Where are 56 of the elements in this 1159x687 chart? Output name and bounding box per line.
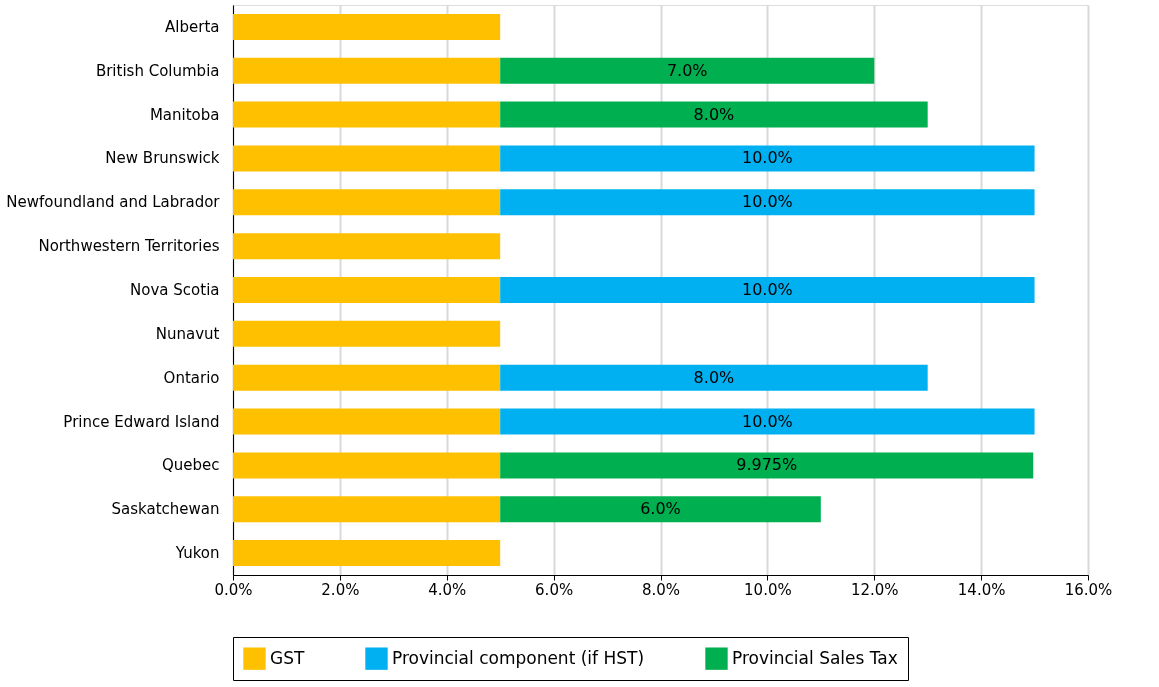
- x-tick-label: 6.0%: [535, 580, 574, 599]
- x-tick-label: 2.0%: [321, 580, 360, 599]
- data-label: 6.0%: [640, 499, 681, 519]
- x-tick-label: 0.0%: [214, 580, 253, 599]
- bar: [233, 101, 501, 128]
- bar: [233, 277, 501, 303]
- data-label: 10.0%: [741, 280, 793, 299]
- bar: [233, 233, 501, 260]
- bar: [500, 145, 1035, 172]
- bar: [500, 277, 1035, 303]
- y-tick-label: Nova Scotia: [130, 281, 220, 299]
- y-tick-label: Northwestern Territories: [38, 237, 220, 256]
- y-tick-label: Alberta: [165, 17, 220, 36]
- bar: [233, 320, 501, 347]
- legend-label: GST: [270, 647, 305, 668]
- bar: [500, 101, 928, 128]
- data-label: 8.0%: [693, 104, 735, 124]
- y-tick-label: British Columbia: [95, 61, 220, 80]
- bar: [500, 57, 875, 84]
- x-tick-label: 8.0%: [641, 580, 681, 599]
- y-tick-label: Ontario: [163, 368, 220, 387]
- y-tick-label: New Brunswick: [105, 149, 220, 168]
- bar: [500, 364, 928, 391]
- y-tick-label: Saskatchewan: [111, 500, 220, 519]
- x-tick-label: 10.0%: [744, 580, 792, 599]
- legend-label: Provincial component (if HST): [392, 647, 645, 668]
- y-tick-label: Quebec: [161, 456, 220, 475]
- bar: [500, 408, 1035, 435]
- bar: [233, 540, 501, 567]
- bar: [500, 496, 821, 523]
- data-label: 9.975%: [736, 455, 798, 475]
- bar: [233, 364, 501, 391]
- legend-label: Provincial Sales Tax: [732, 647, 898, 668]
- y-tick-label: Nunavut: [155, 324, 220, 343]
- x-tick-label: 16.0%: [1064, 580, 1113, 599]
- y-tick-label: Manitoba: [149, 105, 220, 124]
- bar: [233, 408, 501, 435]
- bar: [233, 496, 501, 523]
- x-tick-label: 4.0%: [428, 580, 467, 599]
- bar: [500, 452, 1034, 479]
- y-tick-label: Newfoundland and Labrador: [6, 193, 221, 212]
- bar: [233, 145, 501, 172]
- bar: [233, 452, 501, 479]
- bar: [233, 57, 501, 84]
- data-label: 7.0%: [666, 60, 708, 80]
- data-label: 10.0%: [741, 148, 793, 168]
- bar: [233, 189, 501, 216]
- bar: [500, 189, 1035, 216]
- x-tick-label: 14.0%: [957, 580, 1006, 599]
- y-tick-label: Yukon: [174, 544, 220, 563]
- data-label: 8.0%: [693, 367, 735, 387]
- x-tick-label: 12.0%: [850, 580, 899, 599]
- bar: [233, 13, 501, 40]
- data-label: 10.0%: [741, 411, 793, 431]
- y-tick-label: Prince Edward Island: [63, 412, 220, 431]
- data-label: 10.0%: [741, 192, 793, 212]
